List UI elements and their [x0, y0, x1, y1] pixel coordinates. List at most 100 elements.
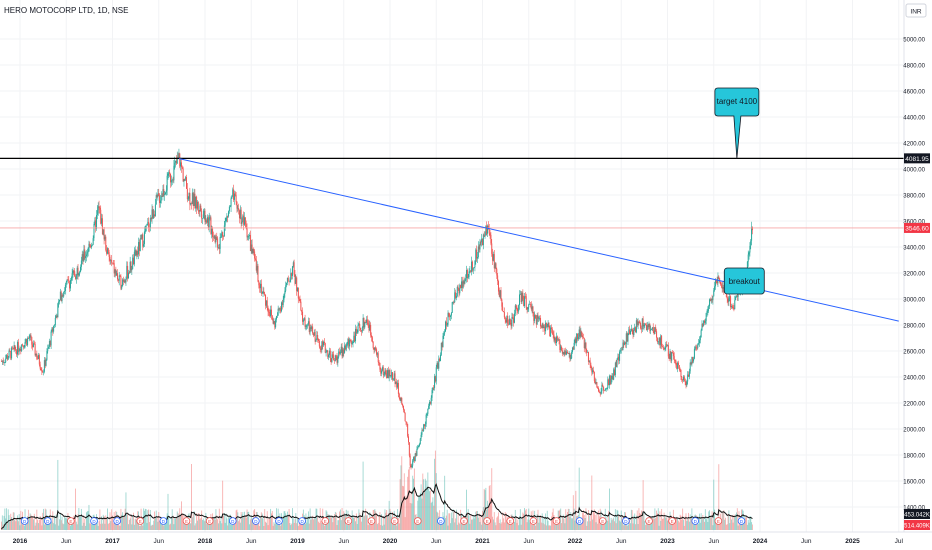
candle-body [535, 318, 537, 325]
candle-body [156, 195, 158, 197]
candle-body [382, 367, 384, 375]
candle-body [532, 306, 534, 313]
volume-bar [466, 489, 467, 530]
candle-body [654, 327, 656, 334]
volume-bar [3, 515, 5, 530]
candle-body [612, 375, 614, 380]
trendline[interactable] [178, 158, 899, 322]
candle-body [388, 370, 390, 378]
candle-body [326, 350, 328, 352]
target-callout[interactable]: target 4100 [714, 87, 760, 159]
volume-bar [635, 515, 637, 530]
event-marker-letter: D [740, 519, 744, 524]
candle-body [1, 360, 3, 362]
volume-bar [224, 522, 226, 530]
candle-body [118, 275, 120, 281]
volume-bar [33, 519, 34, 530]
earnings-marker [668, 517, 676, 525]
candle-body [360, 327, 362, 331]
volume-bar [220, 516, 222, 530]
candle-body [704, 320, 705, 323]
volume-bar [483, 488, 485, 530]
candle-body [350, 340, 352, 344]
volume-bar [263, 525, 265, 530]
candle-body [51, 328, 53, 332]
volume-bar [43, 524, 45, 530]
candle-body [589, 360, 591, 365]
candle-body [123, 280, 125, 282]
candle-body [711, 298, 713, 301]
volume-bar [223, 512, 225, 530]
volume-bar [687, 518, 689, 530]
earnings-marker [460, 517, 468, 525]
candle-body [112, 262, 114, 264]
volume-bar [450, 523, 451, 530]
candle-body [225, 217, 227, 221]
candle-body [576, 333, 578, 343]
volume-bar [702, 514, 704, 530]
candle-body [300, 301, 302, 311]
volume-bar [500, 523, 502, 530]
candle-body [365, 321, 367, 323]
candle-body [683, 376, 685, 379]
candle-body [709, 299, 711, 307]
candle-body [531, 306, 533, 310]
candle-body [500, 290, 502, 300]
volume-bar [562, 514, 564, 530]
volume-bar [631, 510, 633, 530]
candle-body [287, 277, 289, 282]
volume-bar [105, 515, 107, 530]
candle-body [631, 328, 633, 330]
candle-body [209, 217, 211, 219]
volume-bar [153, 520, 155, 530]
candle-body [286, 277, 288, 283]
candle-body [469, 270, 471, 272]
candle-body [455, 295, 457, 298]
volume-bar [296, 523, 298, 530]
candle-body [72, 270, 74, 274]
candle-body [143, 244, 145, 247]
y-tick-label: 1600.00 [903, 480, 925, 486]
volume-bar [544, 524, 546, 530]
volume-bar [515, 516, 517, 530]
price-axis-panel [904, 0, 932, 550]
volume-bar [60, 520, 62, 530]
volume-bar [424, 478, 426, 530]
currency-badge[interactable]: INR [905, 3, 927, 18]
candle-body [445, 321, 447, 326]
candle-body [403, 409, 405, 413]
candle-body [390, 376, 392, 377]
volume-bar [583, 515, 585, 530]
volume-bar [12, 512, 14, 530]
candle-body [467, 276, 469, 279]
volume-bar [101, 523, 103, 530]
candle-body [280, 308, 282, 312]
candle-body [143, 231, 145, 245]
volume-bar [161, 522, 163, 530]
volume-bar [482, 507, 484, 530]
candle-body [290, 273, 292, 280]
candle-body [591, 368, 593, 373]
x-tick-label: Jun [801, 538, 812, 545]
x-tick-label: Jun [339, 538, 350, 545]
volume-bar [53, 523, 55, 530]
candle-body [186, 188, 188, 200]
candle-body [681, 376, 683, 380]
earnings-marker [67, 517, 75, 525]
dividend-marker [159, 517, 168, 525]
candle-body [749, 245, 751, 253]
volume-bar [334, 511, 336, 530]
volume-bar [157, 521, 159, 530]
candle-body [376, 353, 378, 355]
volume-bar [258, 519, 260, 530]
candle-body [453, 302, 455, 303]
x-tick-label: 2017 [105, 538, 120, 545]
volume-bar [306, 522, 308, 530]
volume-bar [166, 513, 168, 530]
breakout-callout[interactable]: breakout [723, 267, 765, 295]
volume-bar [566, 512, 568, 530]
candle-body [281, 302, 283, 306]
y-tick-label: 4400.00 [903, 116, 925, 122]
candle-body [436, 363, 438, 368]
